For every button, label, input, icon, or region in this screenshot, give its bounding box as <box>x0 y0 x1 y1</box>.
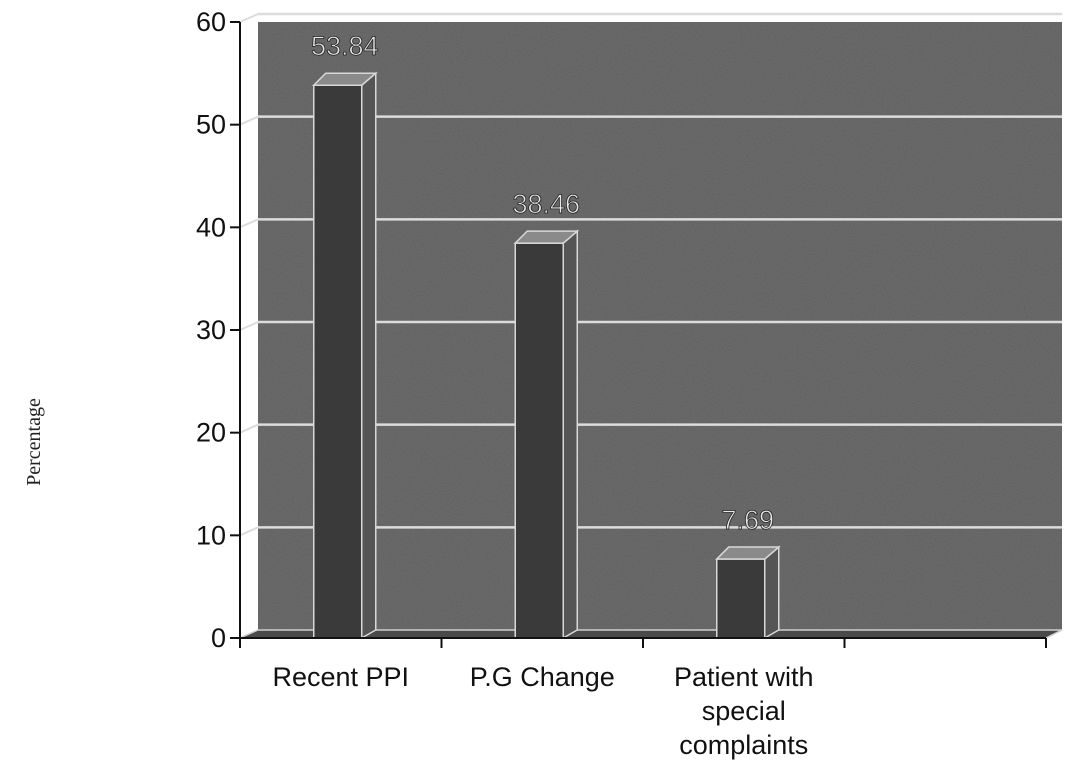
gridline-side <box>239 423 259 434</box>
bar-side <box>361 71 377 640</box>
gridlines <box>239 12 1062 537</box>
bar-top <box>714 546 781 560</box>
category-label-line: special <box>702 696 786 726</box>
category-label-line: P.G Change <box>470 662 615 692</box>
category-labels: Recent PPI P.G Change Patient with special c… <box>272 662 813 760</box>
bar <box>714 545 781 640</box>
gridline-side <box>239 13 259 23</box>
category-label-line: Recent PPI <box>272 662 409 692</box>
gridline-side <box>239 218 259 229</box>
bars <box>311 71 781 640</box>
y-tick-label: 60 <box>196 7 226 37</box>
bar <box>513 229 580 640</box>
bar-front <box>514 242 564 639</box>
bar-front <box>313 84 363 639</box>
bar-top <box>513 230 580 244</box>
y-tick-label: 20 <box>196 418 226 448</box>
data-label: 53.84 <box>311 31 379 61</box>
plot-area-background <box>240 22 1062 638</box>
gridline-side <box>239 115 259 126</box>
category-label: Patient with special complaints <box>674 662 814 760</box>
bar-top <box>311 72 378 86</box>
data-labels: 53.84 38.46 7.69 <box>311 31 775 536</box>
category-label-line: complaints <box>679 730 808 760</box>
data-label: 38.46 <box>512 189 580 219</box>
bar <box>311 71 378 640</box>
y-axis-title: Percentage <box>23 398 45 486</box>
gridline-side <box>239 321 259 331</box>
y-tick-label: 30 <box>196 315 226 345</box>
category-label: P.G Change <box>470 662 615 692</box>
y-tick-label: 50 <box>196 110 226 140</box>
y-tick-label: 10 <box>196 520 226 550</box>
gridline-side <box>239 526 259 537</box>
category-label-line: Patient with <box>674 662 814 692</box>
data-label: 7.69 <box>721 505 774 535</box>
bar-side <box>764 545 780 640</box>
plot-back-wall <box>240 22 1062 638</box>
bar-front <box>716 558 766 639</box>
category-label: Recent PPI <box>272 662 409 692</box>
y-tick-label: 0 <box>211 623 226 653</box>
y-axis-ticks: 0 10 20 30 40 50 60 <box>196 7 240 653</box>
y-tick-label: 40 <box>196 212 226 242</box>
bar-side <box>562 229 578 640</box>
